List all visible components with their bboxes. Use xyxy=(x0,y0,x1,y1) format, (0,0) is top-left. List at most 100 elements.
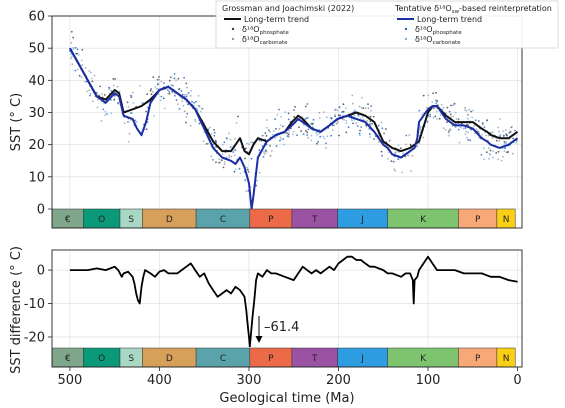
scatter-point xyxy=(353,109,356,112)
scatter-point xyxy=(76,68,79,71)
trend-line-reinterpretation xyxy=(69,47,519,209)
scatter-point xyxy=(167,92,170,95)
scatter-point xyxy=(187,103,189,106)
scatter-point xyxy=(88,70,91,72)
legend-carbonate-left: δ¹⁸Ocarbonate xyxy=(242,35,288,46)
scatter-point xyxy=(357,113,359,116)
scatter-point xyxy=(512,137,515,140)
scatter-point xyxy=(322,135,325,138)
scatter-point xyxy=(359,129,361,132)
scatter-point xyxy=(89,92,92,95)
scatter-point xyxy=(221,143,224,146)
scatter-point xyxy=(256,179,259,182)
scatter-point xyxy=(96,91,99,94)
y-tick-label: 30 xyxy=(28,106,45,121)
scatter-point xyxy=(193,101,196,104)
scatter-point xyxy=(514,129,516,132)
scatter-point xyxy=(269,154,272,157)
period-label: S xyxy=(128,215,134,225)
scatter-point xyxy=(491,137,494,140)
scatter-point xyxy=(464,108,466,111)
scatter-point xyxy=(74,46,77,49)
scatter-point xyxy=(442,106,445,109)
scatter-point xyxy=(230,155,233,158)
scatter-point xyxy=(338,106,341,108)
scatter-point xyxy=(458,141,461,144)
scatter-point xyxy=(432,92,434,95)
scatter-point xyxy=(177,77,180,80)
scatter-point xyxy=(102,108,105,111)
top-trend-lines xyxy=(69,47,519,209)
scatter-point xyxy=(158,78,161,81)
scatter-point xyxy=(113,94,116,97)
scatter-point xyxy=(245,190,248,193)
scatter-point xyxy=(318,117,321,119)
scatter-point xyxy=(112,78,115,80)
scatter-point xyxy=(246,166,249,169)
scatter-point xyxy=(127,141,130,143)
scatter-point xyxy=(189,124,192,127)
scatter-point xyxy=(306,131,309,134)
scatter-point xyxy=(434,115,437,118)
scatter-point xyxy=(335,122,338,125)
scatter-point xyxy=(470,110,472,113)
scatter-point xyxy=(78,74,81,77)
top-scatter-points xyxy=(69,30,518,200)
scatter-point xyxy=(307,128,310,131)
scatter-point xyxy=(266,119,268,121)
scatter-point xyxy=(97,94,100,97)
scatter-point xyxy=(207,142,210,145)
y-tick-label: 40 xyxy=(28,74,45,89)
scatter-point xyxy=(438,117,441,120)
scatter-point xyxy=(104,110,107,113)
scatter-point xyxy=(505,133,508,136)
scatter-point xyxy=(76,52,79,55)
scatter-point xyxy=(480,154,483,156)
scatter-point xyxy=(306,116,309,119)
scatter-point xyxy=(80,59,83,62)
scatter-point xyxy=(71,55,73,58)
scatter-point xyxy=(213,129,216,131)
scatter-point xyxy=(358,132,361,135)
scatter-point xyxy=(353,119,355,121)
scatter-point xyxy=(76,48,79,51)
scatter-point xyxy=(168,79,171,82)
scatter-point xyxy=(489,149,492,152)
scatter-point xyxy=(197,94,200,97)
period-label: D xyxy=(166,215,173,225)
scatter-point xyxy=(427,94,430,97)
scatter-point xyxy=(435,102,438,104)
scatter-point xyxy=(185,82,188,85)
scatter-point xyxy=(70,57,73,60)
scatter-point xyxy=(449,113,452,116)
scatter-point xyxy=(495,139,498,142)
scatter-point xyxy=(207,127,210,130)
y-tick-label: 50 xyxy=(28,42,45,57)
scatter-point xyxy=(288,129,290,132)
scatter-point xyxy=(486,119,488,122)
scatter-point xyxy=(247,171,250,173)
scatter-point xyxy=(360,126,363,128)
scatter-point xyxy=(436,118,438,120)
y-tick-label: 10 xyxy=(28,170,45,185)
scatter-point xyxy=(345,119,348,122)
scatter-point xyxy=(372,115,375,118)
scatter-point xyxy=(223,163,226,166)
scatter-point xyxy=(91,80,94,83)
legend-dot-carbonate-left xyxy=(231,37,235,41)
scatter-point xyxy=(222,166,225,169)
scatter-point xyxy=(449,128,451,131)
scatter-point xyxy=(213,134,216,137)
scatter-point xyxy=(182,104,185,107)
scatter-point xyxy=(284,111,287,114)
scatter-point xyxy=(171,84,174,87)
bottom-difference-line xyxy=(69,255,518,347)
scatter-point xyxy=(511,152,514,155)
scatter-point xyxy=(307,136,310,139)
scatter-point xyxy=(419,131,422,133)
scatter-point xyxy=(72,48,75,50)
scatter-point xyxy=(323,137,326,140)
scatter-point xyxy=(338,134,340,137)
scatter-point xyxy=(370,110,372,112)
scatter-point xyxy=(279,136,282,139)
